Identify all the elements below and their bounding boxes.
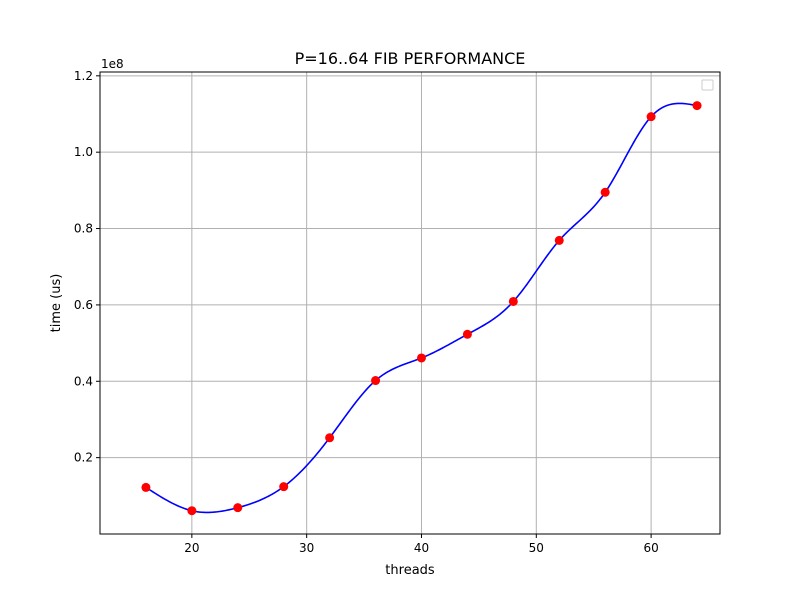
x-axis-label: threads	[385, 563, 435, 578]
ticks: 20 30 40 50 60 0.2 0.4 0.6 0.8 1.0 1.2	[74, 69, 659, 555]
data-point	[600, 187, 610, 197]
data-point	[692, 101, 702, 111]
data-point	[141, 482, 151, 492]
y-offset-label: 1e8	[101, 57, 124, 71]
data-point	[371, 376, 381, 386]
chart-title: P=16..64 FIB PERFORMANCE	[295, 49, 526, 68]
data-point	[462, 329, 472, 339]
x-tick-label: 20	[184, 541, 199, 555]
y-tick-label: 1.0	[74, 145, 93, 159]
y-tick-label: 0.8	[74, 222, 93, 236]
x-tick-label: 30	[299, 541, 314, 555]
y-tick-label: 0.6	[74, 298, 93, 312]
series-layer	[141, 101, 702, 516]
x-tick-label: 40	[414, 541, 429, 555]
y-axis-label: time (us)	[49, 274, 64, 333]
x-tick-label: 50	[529, 541, 544, 555]
data-point	[416, 353, 426, 363]
y-tick-label: 0.4	[74, 374, 93, 388]
data-point	[508, 296, 518, 306]
legend-box	[701, 79, 714, 91]
x-tick-label: 60	[643, 541, 658, 555]
data-point	[554, 235, 564, 245]
y-tick-label: 1.2	[74, 69, 93, 83]
data-point	[646, 112, 656, 122]
plot-frame	[99, 71, 721, 535]
data-point	[187, 506, 197, 516]
data-point	[325, 433, 335, 443]
data-point	[279, 482, 289, 492]
data-point	[233, 503, 243, 513]
grid	[100, 72, 720, 534]
y-tick-label: 0.2	[74, 451, 93, 465]
